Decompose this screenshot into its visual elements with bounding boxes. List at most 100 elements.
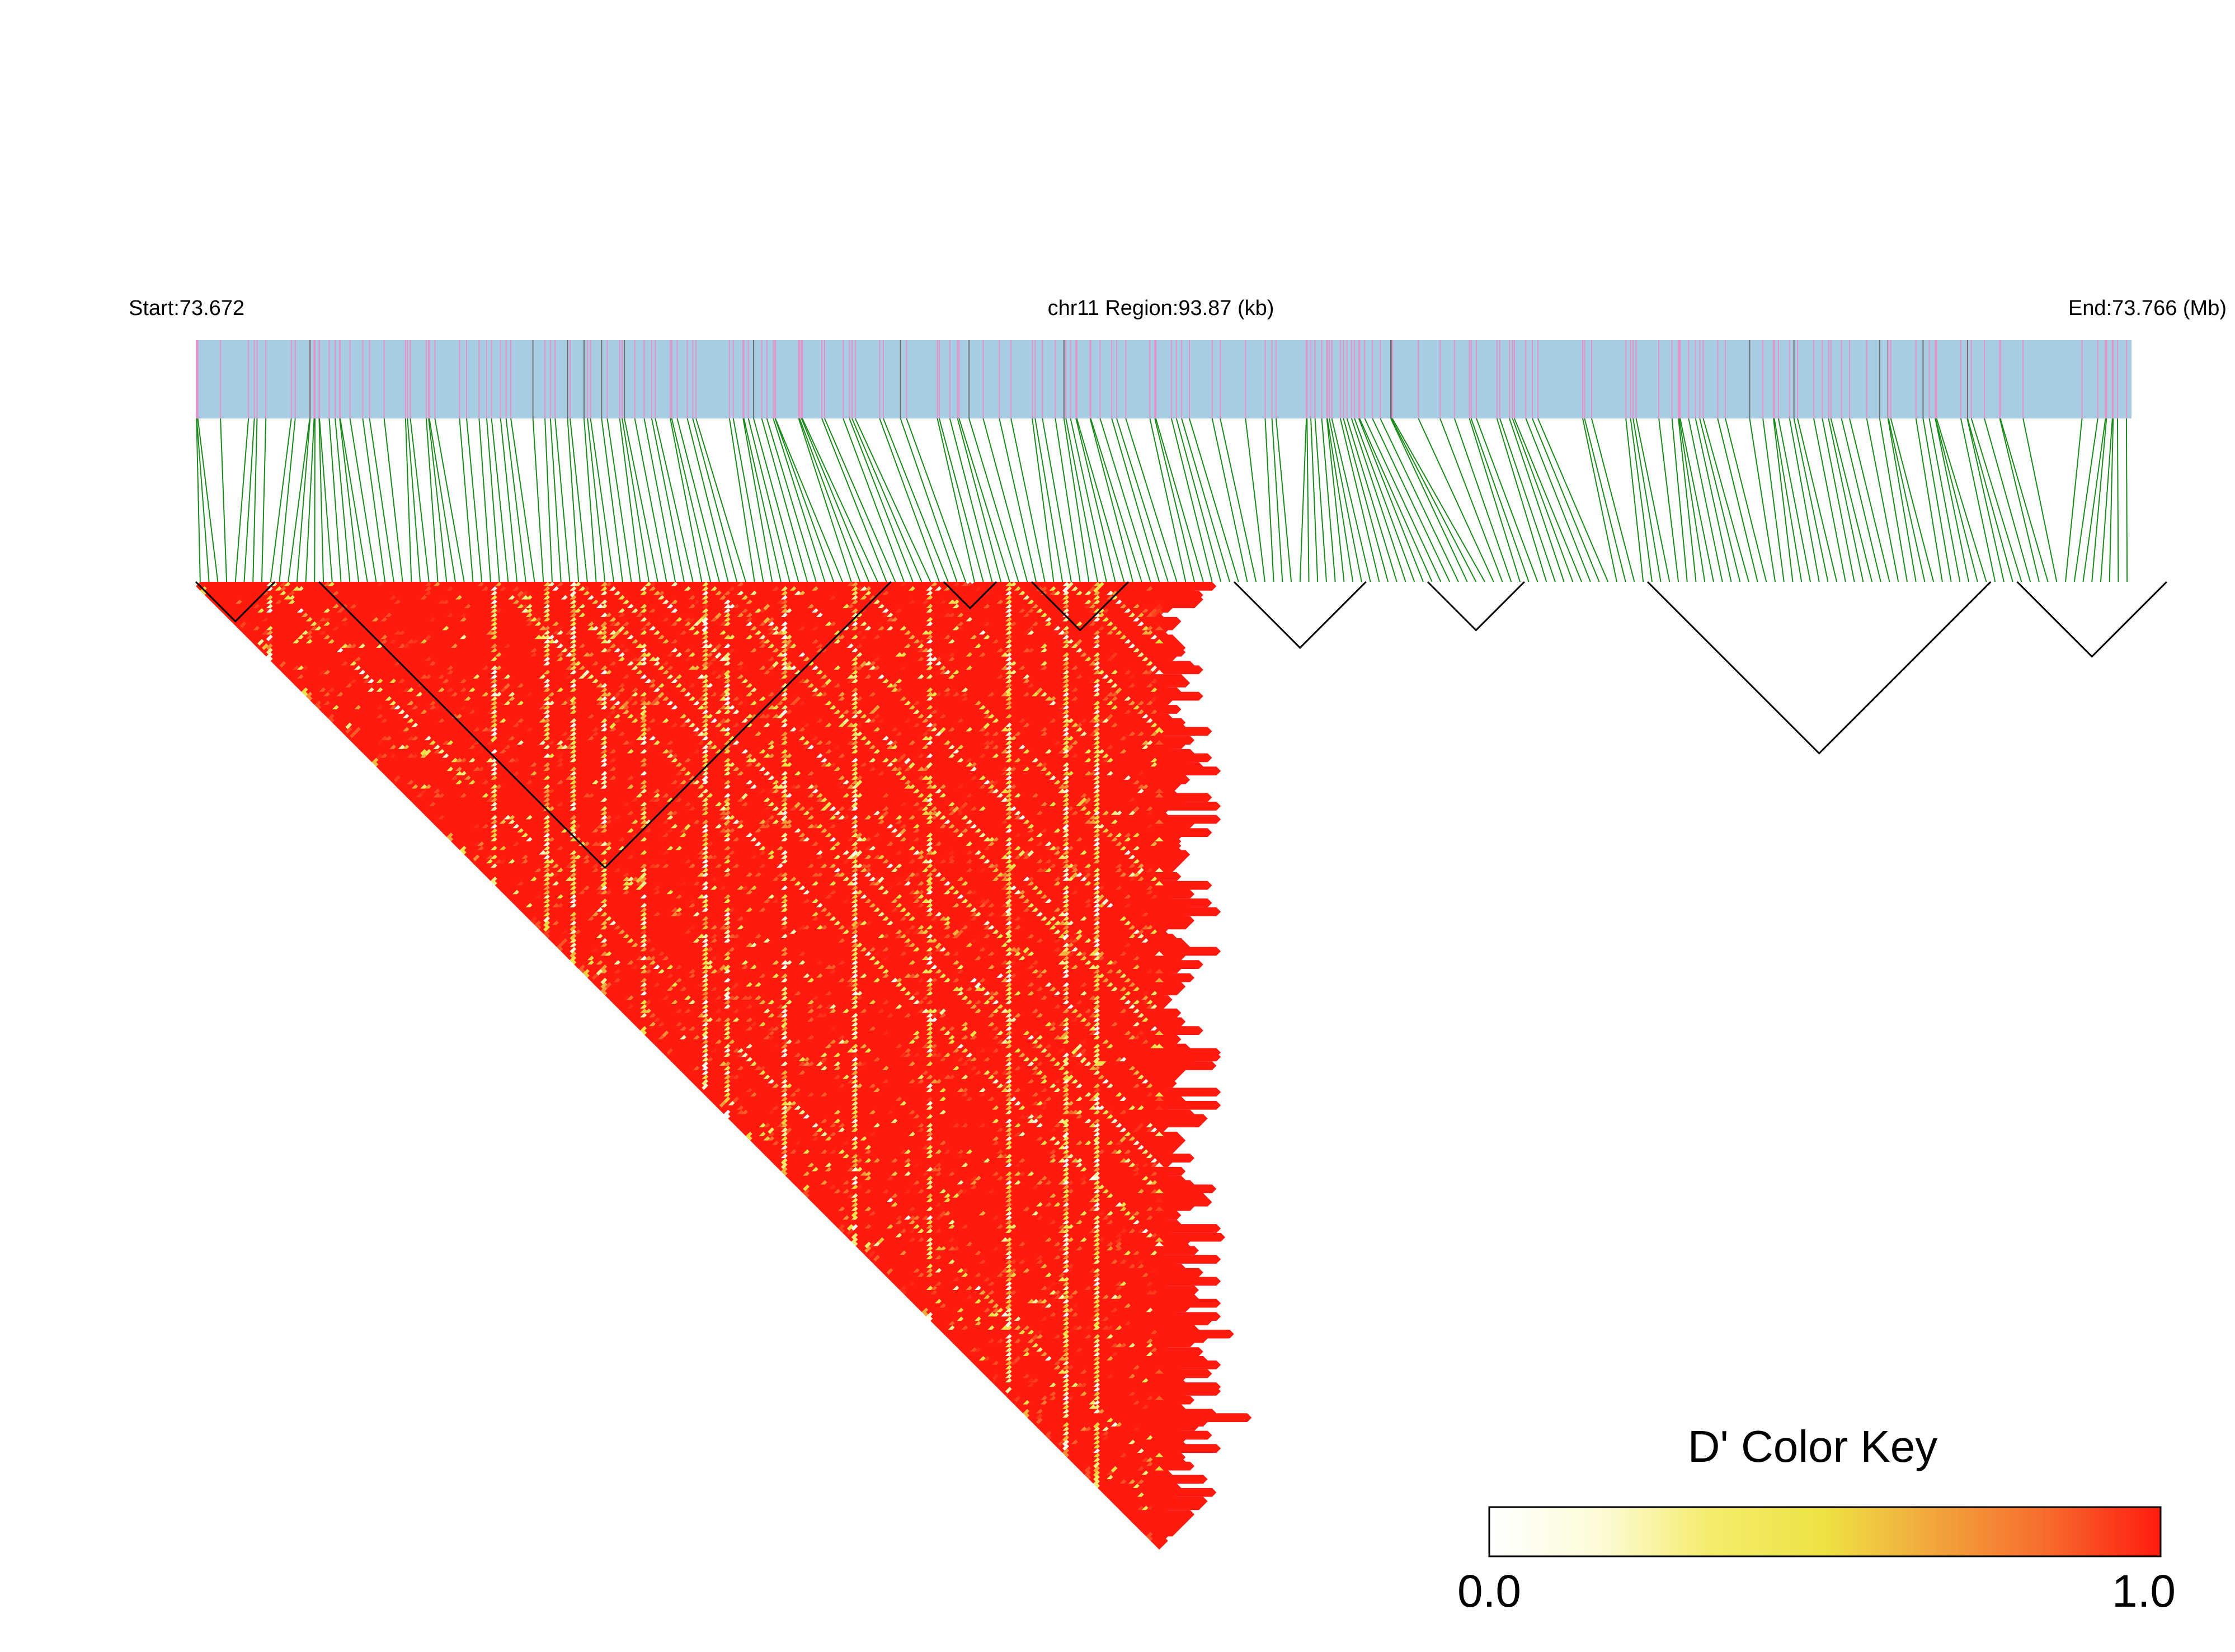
snp-connector <box>1813 418 1846 582</box>
snp-connector <box>1841 418 1881 582</box>
snp-connector <box>843 418 905 582</box>
snp-connector <box>821 418 887 582</box>
snp-connector <box>1999 418 2049 582</box>
snp-connector <box>1915 418 1943 582</box>
snp-connector <box>732 418 764 582</box>
snp-connector <box>197 418 219 582</box>
snp-connector <box>1688 418 1723 582</box>
snp-connector <box>554 418 571 582</box>
snp-connector <box>1678 418 1697 582</box>
snp-connector <box>1888 418 1926 582</box>
snp-connector <box>243 418 255 582</box>
snp-connector <box>854 418 931 582</box>
snp-connector <box>1343 418 1389 582</box>
snp-connector <box>1111 418 1160 582</box>
snp-connector <box>643 418 676 582</box>
snp-connector <box>1630 418 1653 582</box>
snp-connector <box>1075 418 1116 582</box>
snp-connector <box>1822 418 1855 582</box>
snp-connector <box>686 418 729 582</box>
snp-connector <box>622 418 650 582</box>
snp-connector <box>1584 418 1626 582</box>
snp-connector <box>270 418 292 582</box>
snp-connector <box>1632 418 1662 582</box>
snp-connector <box>328 418 342 582</box>
snp-connector <box>590 418 615 582</box>
snp-connector <box>1034 418 1064 582</box>
snp-connector <box>1582 418 1617 582</box>
snp-connector <box>676 418 720 582</box>
snp-connector <box>544 418 553 582</box>
snp-connector <box>1532 418 1600 582</box>
snp-connector <box>1070 418 1107 582</box>
snp-connector <box>2082 418 2106 582</box>
snp-connector <box>339 418 359 582</box>
snp-connector <box>982 418 1028 582</box>
ld-cell <box>1150 696 1160 705</box>
snp-connector <box>957 418 1002 582</box>
snp-connector <box>1777 418 1811 582</box>
snp-connector <box>296 418 311 582</box>
snp-connector <box>428 418 448 582</box>
snp-connector <box>1453 418 1512 582</box>
snp-connector <box>1935 418 1970 582</box>
snp-connector <box>369 418 394 582</box>
snp-connector-lines <box>196 418 2128 582</box>
snp-position-track <box>196 340 2132 418</box>
snp-connector <box>583 418 597 582</box>
snp-connector <box>1364 418 1442 582</box>
snp-connector <box>1380 418 1459 582</box>
snp-connector <box>1329 418 1362 582</box>
snp-connector <box>1879 418 1908 582</box>
snp-connector <box>958 418 1010 582</box>
snp-connector <box>1635 418 1671 582</box>
snp-connector <box>1271 418 1283 582</box>
snp-connector <box>692 418 738 582</box>
snp-connector <box>906 418 967 582</box>
snp-connector <box>549 418 562 582</box>
snp-connector <box>799 418 861 582</box>
snp-connector <box>1154 418 1196 582</box>
snp-connector <box>314 418 316 582</box>
snp-connector <box>318 418 324 582</box>
snp-connector <box>1181 418 1230 582</box>
snp-connector <box>1525 418 1591 582</box>
snp-connector <box>999 418 1037 582</box>
snp-connector <box>1439 418 1503 582</box>
snp-connector <box>1390 418 1477 582</box>
snp-connector <box>1999 418 2040 582</box>
snp-connector <box>220 418 228 582</box>
snp-connector <box>288 418 310 582</box>
snp-connector <box>1762 418 1785 582</box>
snp-connector <box>1469 418 1521 582</box>
snp-connector <box>651 418 685 582</box>
snp-connector <box>1063 418 1090 582</box>
snp-connector <box>425 418 439 582</box>
snp-connector <box>1390 418 1468 582</box>
snp-connector <box>2073 418 2098 582</box>
snp-connector <box>1717 418 1758 582</box>
snp-connector <box>1928 418 1961 582</box>
snp-connector <box>1470 418 1530 582</box>
snp-connector <box>196 418 201 582</box>
snp-connector <box>1793 418 1829 582</box>
snp-connector <box>1339 418 1380 582</box>
snp-connector <box>1211 418 1248 582</box>
snp-connector <box>1514 418 1582 582</box>
snp-connector <box>619 418 641 582</box>
snp-connector <box>879 418 940 582</box>
snp-connector <box>1321 418 1336 582</box>
snp-connector <box>279 418 296 582</box>
snp-connector <box>655 418 694 582</box>
snp-connector <box>491 418 509 582</box>
snp-connector <box>1418 418 1494 582</box>
snp-connector <box>2065 418 2083 582</box>
snp-connector <box>773 418 826 582</box>
snp-connector <box>1099 418 1151 582</box>
snp-connector <box>968 418 1019 582</box>
snp-connector <box>1359 418 1433 582</box>
snp-connector <box>1849 418 1890 582</box>
snp-connector <box>1499 418 1556 582</box>
region-end-label: End:73.766 (Mb) <box>2068 296 2227 320</box>
snp-connector <box>1866 418 1899 582</box>
